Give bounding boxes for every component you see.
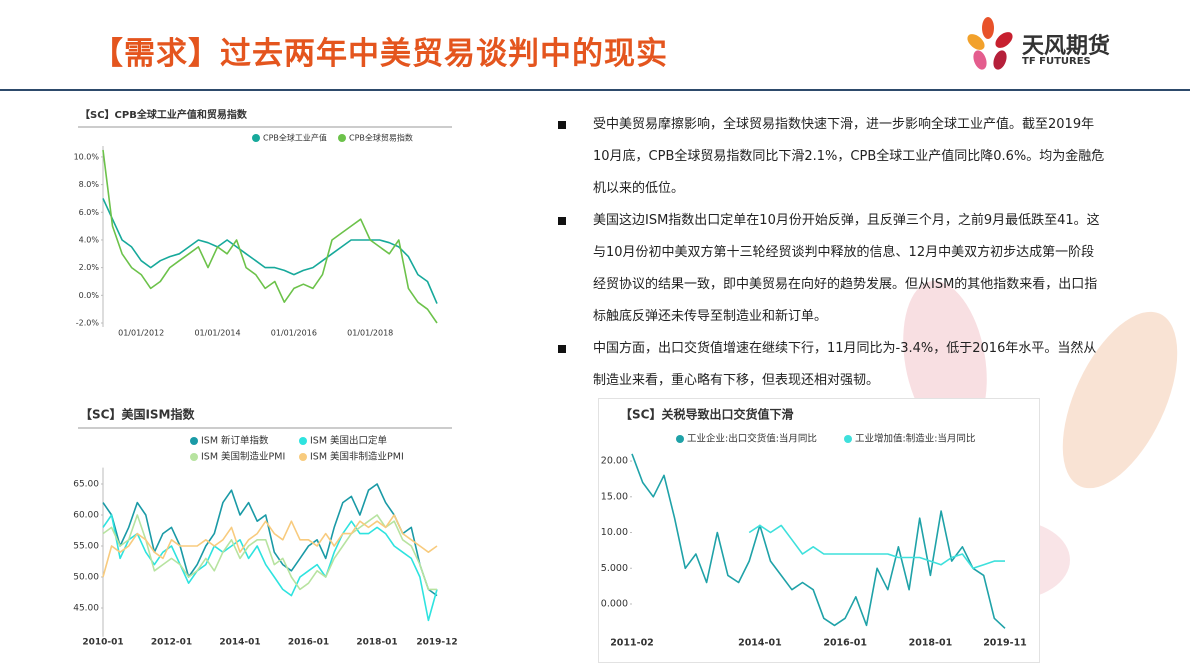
- x-tick-label: 2016-01: [288, 638, 329, 648]
- series-line: [102, 514, 437, 591]
- y-tick-label: 10.0%: [74, 152, 100, 161]
- x-tick-label: 01/01/2016: [271, 329, 317, 338]
- legend-label: ISM 美国制造业PMI: [201, 451, 285, 463]
- y-tick-label: 15.00: [601, 491, 628, 502]
- x-tick-label: 2018-01: [356, 638, 397, 648]
- legend-label: 工业企业:出口交货值:当月同比: [687, 433, 817, 445]
- header-rule: [0, 89, 1190, 91]
- y-tick-label: 6.0%: [79, 208, 100, 217]
- x-tick-label: 01/01/2018: [347, 329, 393, 338]
- legend-swatch: [844, 435, 852, 443]
- chart-title: 【SC】美国ISM指数: [80, 407, 195, 422]
- chart: 【SC】关税导致出口交货值下滑 0.000 5.000 10.00 15.00 20.00…: [598, 398, 1040, 663]
- logo-name: 天风期货: [1022, 34, 1111, 59]
- legend-label: ISM 新订单指数: [201, 435, 269, 447]
- bullet-item: 中国方面，出口交货值增速在继续下行，11月同比为-3.4%，低于2016年水平。…: [556, 333, 1116, 397]
- y-tick-label: 0.000: [601, 598, 628, 609]
- x-tick-label: 2010-01: [82, 638, 123, 648]
- x-tick-label: 2012-01: [151, 638, 192, 648]
- y-tick-label: 4.0%: [79, 235, 100, 244]
- chart: 【SC】美国ISM指数 45.00 50.00 55.00 60.00 65.00 2010…: [73, 407, 457, 648]
- x-tick-label: 2011-02: [610, 638, 654, 649]
- series-line: [102, 198, 438, 304]
- y-tick-label: 45.00: [73, 604, 99, 614]
- chart-title: 【SC】关税导致出口交货值下滑: [620, 407, 793, 422]
- bullet-text: 美国这边ISM指数出口定单在10月份开始反弹，且反弹三个月，之前9月最低跌至41…: [593, 213, 1100, 324]
- legend-swatch: [676, 435, 684, 443]
- x-tick-label: 2019-12: [416, 638, 457, 648]
- y-tick-label: 65.00: [73, 480, 99, 490]
- bullet-text: 中国方面，出口交货值增速在继续下行，11月同比为-3.4%，低于2016年水平。…: [593, 341, 1097, 388]
- series-line: [748, 524, 1005, 570]
- legend-label: CPB全球贸易指数: [349, 133, 413, 143]
- slide-title: 【需求】过去两年中美贸易谈判中的现实: [92, 36, 668, 72]
- y-tick-label: 60.00: [73, 511, 99, 521]
- x-tick-label: 01/01/2012: [118, 329, 164, 338]
- logo-mark: [967, 17, 1013, 70]
- series-line: [102, 514, 438, 622]
- legend-swatch: [338, 134, 346, 142]
- bullet-list: 受中美贸易摩擦影响，全球贸易指数快速下滑，进一步影响全球工业产值。截至2019年…: [556, 109, 1116, 397]
- series-line: [102, 149, 438, 324]
- y-tick-label: -2.0%: [76, 319, 100, 328]
- chart: 【SC】CPB全球工业产值和贸易指数 -2.0% 0.0% 2.0% 4.0% 6.0% 8…: [74, 108, 452, 338]
- x-tick-label: 01/01/2014: [194, 329, 240, 338]
- y-tick-label: 0.0%: [79, 291, 100, 300]
- legend-swatch: [299, 437, 307, 445]
- legend-swatch: [299, 453, 307, 461]
- series-line: [102, 483, 438, 597]
- legend-label: ISM 美国非制造业PMI: [310, 451, 404, 463]
- y-tick-label: 20.00: [601, 456, 628, 467]
- bullet-item: 受中美贸易摩擦影响，全球贸易指数快速下滑，进一步影响全球工业产值。截至2019年…: [556, 109, 1116, 205]
- legend-label: ISM 美国出口定单: [310, 435, 388, 447]
- series-line: [631, 453, 1006, 629]
- series-line: [102, 514, 438, 578]
- chart-frame: [598, 398, 1040, 663]
- y-tick-label: 8.0%: [79, 180, 100, 189]
- y-tick-label: 2.0%: [79, 263, 100, 272]
- y-tick-label: 10.00: [601, 527, 628, 538]
- y-tick-label: 5.000: [601, 563, 628, 574]
- bullet-text: 受中美贸易摩擦影响，全球贸易指数快速下滑，进一步影响全球工业产值。截至2019年…: [593, 117, 1105, 196]
- legend-swatch: [252, 134, 260, 142]
- y-tick-label: 55.00: [73, 542, 99, 552]
- bullet-item: 美国这边ISM指数出口定单在10月份开始反弹，且反弹三个月，之前9月最低跌至41…: [556, 205, 1116, 333]
- legend-label: CPB全球工业产值: [263, 133, 327, 143]
- legend-label: 工业增加值:制造业:当月同比: [855, 433, 975, 445]
- x-tick-label: 2014-01: [219, 638, 260, 648]
- legend-swatch: [190, 453, 198, 461]
- x-tick-label: 2014-01: [738, 638, 782, 649]
- chart-title: 【SC】CPB全球工业产值和贸易指数: [80, 108, 248, 121]
- x-tick-label: 2016-01: [823, 638, 867, 649]
- legend-swatch: [190, 437, 198, 445]
- x-tick-label: 2019-11: [983, 638, 1027, 649]
- y-tick-label: 50.00: [73, 573, 99, 583]
- logo-subtitle: TF FUTURES: [1022, 56, 1091, 67]
- x-tick-label: 2018-01: [909, 638, 953, 649]
